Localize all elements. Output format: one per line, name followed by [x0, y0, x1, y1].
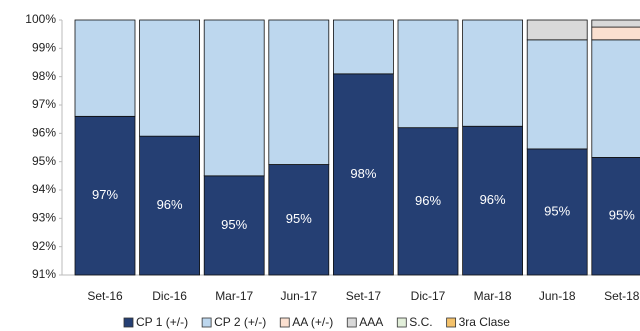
- bar-segment: [268, 19, 330, 165]
- bar-segment: [139, 135, 201, 276]
- bar-segment: [397, 127, 459, 276]
- data-label: 95%: [221, 217, 247, 232]
- x-tick-label: Dic-17: [411, 289, 446, 303]
- legend-label: 3ra Clase: [459, 315, 511, 329]
- data-label: 95%: [609, 208, 635, 223]
- legend-swatch: [396, 317, 407, 328]
- bar-segment: [332, 19, 394, 75]
- data-label: 95%: [286, 211, 312, 226]
- data-label: 96%: [157, 197, 183, 212]
- x-tick-label: Set-17: [346, 289, 382, 303]
- y-tick-label: 96%: [32, 126, 56, 140]
- bar-segment: [526, 19, 588, 41]
- y-tick-label: 100%: [25, 12, 56, 26]
- y-tick-label: 97%: [32, 97, 56, 111]
- bar-segment: [203, 19, 265, 177]
- y-tick-label: 94%: [32, 182, 56, 196]
- y-tick-label: 93%: [32, 211, 56, 225]
- x-tick-label: Mar-17: [215, 289, 253, 303]
- data-label: 96%: [480, 192, 506, 207]
- data-label: 98%: [350, 166, 376, 181]
- x-tick-label: Dic-16: [152, 289, 187, 303]
- y-tick-label: 98%: [32, 69, 56, 83]
- y-tick-label: 91%: [32, 267, 56, 281]
- x-tick-label: Jun-17: [280, 289, 317, 303]
- bar-segment: [591, 26, 640, 41]
- bar-segment: [526, 39, 588, 150]
- legend-label: CP 2 (+/-): [214, 315, 266, 329]
- bar-segment: [332, 73, 394, 276]
- x-tick-label: Set-16: [87, 289, 123, 303]
- bar-segment: [591, 157, 640, 276]
- bar-segment: [591, 39, 640, 158]
- legend-swatch: [346, 317, 357, 328]
- legend-swatch: [446, 317, 457, 328]
- legend-swatch: [123, 317, 134, 328]
- legend-label: S.C.: [409, 315, 432, 329]
- bar-segment: [139, 19, 201, 137]
- legend-label: AAA: [359, 315, 383, 329]
- y-tick-label: 99%: [32, 41, 56, 55]
- bar-segment: [397, 19, 459, 129]
- data-label: 96%: [415, 193, 441, 208]
- bar-segment: [462, 19, 524, 127]
- bar-segment: [526, 148, 588, 276]
- y-tick-label: 92%: [32, 239, 56, 253]
- bar-segment: [462, 125, 524, 276]
- legend-swatch: [201, 317, 212, 328]
- legend-label: AA (+/-): [292, 315, 333, 329]
- data-label: 97%: [92, 187, 118, 202]
- y-tick-label: 95%: [32, 154, 56, 168]
- x-tick-label: Set-18: [604, 289, 640, 303]
- legend-label: CP 1 (+/-): [136, 315, 188, 329]
- legend-swatch: [279, 317, 290, 328]
- data-label: 95%: [544, 203, 570, 218]
- x-tick-label: Mar-18: [474, 289, 512, 303]
- bar-segment: [74, 115, 136, 276]
- bar-segment: [591, 19, 640, 28]
- bar-segment: [74, 19, 136, 117]
- x-tick-label: Jun-18: [539, 289, 576, 303]
